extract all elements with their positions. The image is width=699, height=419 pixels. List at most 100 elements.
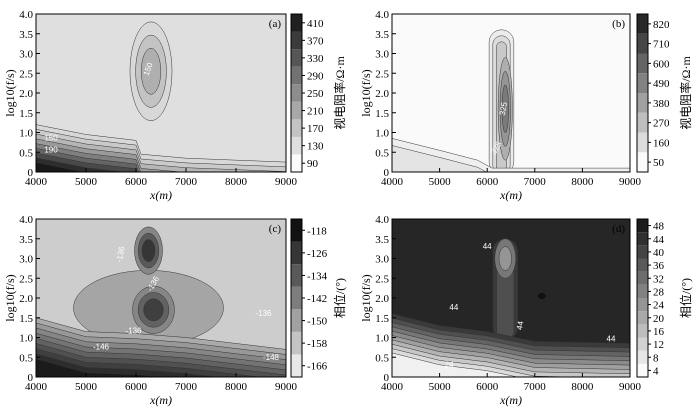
colorbar-segment-a-5 xyxy=(291,66,302,85)
colorbar-segment-a-6 xyxy=(291,49,302,67)
y-tick-label-d-3: 1.5 xyxy=(375,313,389,325)
colorbar-tick-label-a-3: 210 xyxy=(307,106,324,118)
panel-label-d: (d) xyxy=(612,223,625,235)
x-tick-label-b-2: 6000 xyxy=(476,176,499,188)
x-tick-label-b-0: 4000 xyxy=(381,176,404,188)
colorbar-segment-d-5 xyxy=(637,298,648,312)
colorbar-segment-a-8 xyxy=(291,14,302,32)
colorbar-segment-d-8 xyxy=(637,258,648,272)
colorbar-tick-label-c-2: -134 xyxy=(307,270,328,282)
x-axis-label-d: x(m) xyxy=(499,393,522,407)
y-tick-label-a-0: 0 xyxy=(28,167,34,179)
contour-label-d-3: 44 xyxy=(607,335,616,344)
colorbar-tick-label-c-3: -142 xyxy=(307,293,327,305)
contour-label-b-0: 325 xyxy=(498,101,509,116)
contour-field-d xyxy=(392,219,630,377)
colorbar-segment-d-3 xyxy=(637,324,648,338)
colorbar-tick-label-d-7: 32 xyxy=(653,273,664,285)
colorbar-segment-b-5 xyxy=(637,53,648,74)
contour-label-a-1: 150 xyxy=(44,134,58,143)
colorbar-tick-label-c-1: -126 xyxy=(307,248,328,260)
colorbar-frame-d xyxy=(636,218,649,378)
colorbar-label-d: 相位/(°) xyxy=(678,278,693,318)
colorbar-tick-label-d-2: 12 xyxy=(653,339,664,351)
colorbar-tick-label-d-0: 4 xyxy=(653,365,659,377)
colorbar-tick-label-a-6: 330 xyxy=(307,53,324,65)
y-tick-label-b-7: 3.5 xyxy=(375,29,389,41)
y-tick-label-c-4: 2.0 xyxy=(19,293,33,305)
colorbar-segment-b-3 xyxy=(637,93,648,113)
colorbar-segment-d-11 xyxy=(637,219,648,233)
y-tick-label-c-6: 3.0 xyxy=(19,254,33,266)
colorbar-segment-b-1 xyxy=(637,132,648,153)
y-axis-label-c: log10(f/s) xyxy=(3,274,17,321)
colorbar-segment-a-1 xyxy=(291,136,302,155)
contour-label-d-0: 44 xyxy=(483,242,492,251)
contour-band-d-3-9 xyxy=(392,352,519,377)
x-tick-label-a-1: 5000 xyxy=(75,176,98,188)
colorbar-tick-label-b-2: 270 xyxy=(653,118,670,130)
colorbar-label-a: 视电阻率/Ω·m xyxy=(332,56,347,130)
colorbar-tick-label-b-6: 710 xyxy=(653,39,670,51)
colorbar-segment-b-4 xyxy=(637,73,648,93)
colorbar-segment-d-9 xyxy=(637,245,648,259)
x-tick-label-c-2: 6000 xyxy=(125,381,148,393)
contour-blob-b-1-2 xyxy=(501,84,509,134)
colorbar-tick-label-c-0: -118 xyxy=(307,225,327,237)
colorbar-segment-c-1 xyxy=(291,331,302,355)
x-axis-label-a: x(m) xyxy=(149,188,172,202)
colorbar-segment-b-2 xyxy=(637,112,648,133)
colorbar-segment-b-0 xyxy=(637,152,648,172)
colorbar-segment-a-3 xyxy=(291,101,302,120)
contour-band-c-3-8 xyxy=(36,358,170,377)
colorbar-segment-a-2 xyxy=(291,119,302,137)
x-tick-label-b-4: 8000 xyxy=(571,176,594,188)
colorbar-tick-label-a-5: 290 xyxy=(307,70,324,82)
x-tick-label-d-2: 6000 xyxy=(476,381,499,393)
contour-label-c-2: -136 xyxy=(125,327,142,336)
colorbar-tick-label-a-7: 370 xyxy=(307,35,324,47)
x-tick-label-a-0: 4000 xyxy=(25,176,48,188)
x-tick-label-d-5: 9000 xyxy=(619,381,642,393)
y-tick-label-c-0: 0 xyxy=(28,372,34,384)
y-tick-label-a-6: 3.0 xyxy=(19,49,33,61)
y-tick-label-d-2: 1.0 xyxy=(375,333,389,345)
contour-field-b xyxy=(392,14,630,172)
y-tick-label-d-8: 4.0 xyxy=(375,214,389,226)
contour-label-c-4: -146 xyxy=(93,342,110,351)
colorbar-tick-label-b-5: 600 xyxy=(653,58,670,70)
x-tick-label-a-4: 8000 xyxy=(225,176,248,188)
colorbar-tick-label-d-8: 36 xyxy=(653,260,665,272)
y-tick-label-c-2: 1.0 xyxy=(19,333,33,345)
y-tick-label-d-5: 2.5 xyxy=(375,273,389,285)
y-tick-label-b-0: 0 xyxy=(384,167,390,179)
y-tick-label-b-3: 1.5 xyxy=(375,108,389,120)
colorbar-segment-c-6 xyxy=(291,219,302,242)
contour-band-b-2-1 xyxy=(392,145,487,172)
y-tick-label-a-3: 1.5 xyxy=(19,108,33,120)
colorbar-tick-label-c-6: -166 xyxy=(307,361,328,373)
x-axis-label-c: x(m) xyxy=(149,393,172,407)
x-tick-label-d-1: 5000 xyxy=(429,381,452,393)
colorbar-segment-d-2 xyxy=(637,337,648,351)
colorbar-tick-label-d-9: 40 xyxy=(653,247,665,259)
colorbar-tick-label-d-4: 20 xyxy=(653,313,665,325)
colorbar-tick-label-c-4: -150 xyxy=(307,316,328,328)
colorbar-segment-c-5 xyxy=(291,241,302,265)
contour-field-c xyxy=(36,219,286,377)
contour-label-c-3: -136 xyxy=(255,309,272,318)
colorbar-tick-label-a-8: 410 xyxy=(307,18,324,30)
colorbar-tick-label-a-2: 170 xyxy=(307,123,324,135)
x-tick-label-a-5: 9000 xyxy=(275,176,298,188)
x-tick-label-c-1: 5000 xyxy=(75,381,98,393)
colorbar-tick-label-d-11: 48 xyxy=(653,221,665,233)
panel-label-a: (a) xyxy=(269,18,282,30)
contour-label-a-0: 150 xyxy=(142,61,155,77)
x-tick-label-c-4: 8000 xyxy=(225,381,248,393)
x-axis-label-b: x(m) xyxy=(499,188,522,202)
colorbar-tick-label-b-3: 380 xyxy=(653,98,670,110)
colorbar-segment-d-7 xyxy=(637,271,648,285)
y-tick-label-b-2: 1.0 xyxy=(375,128,389,140)
colorbar-segment-c-4 xyxy=(291,264,302,287)
y-tick-label-c-8: 4.0 xyxy=(19,214,33,226)
